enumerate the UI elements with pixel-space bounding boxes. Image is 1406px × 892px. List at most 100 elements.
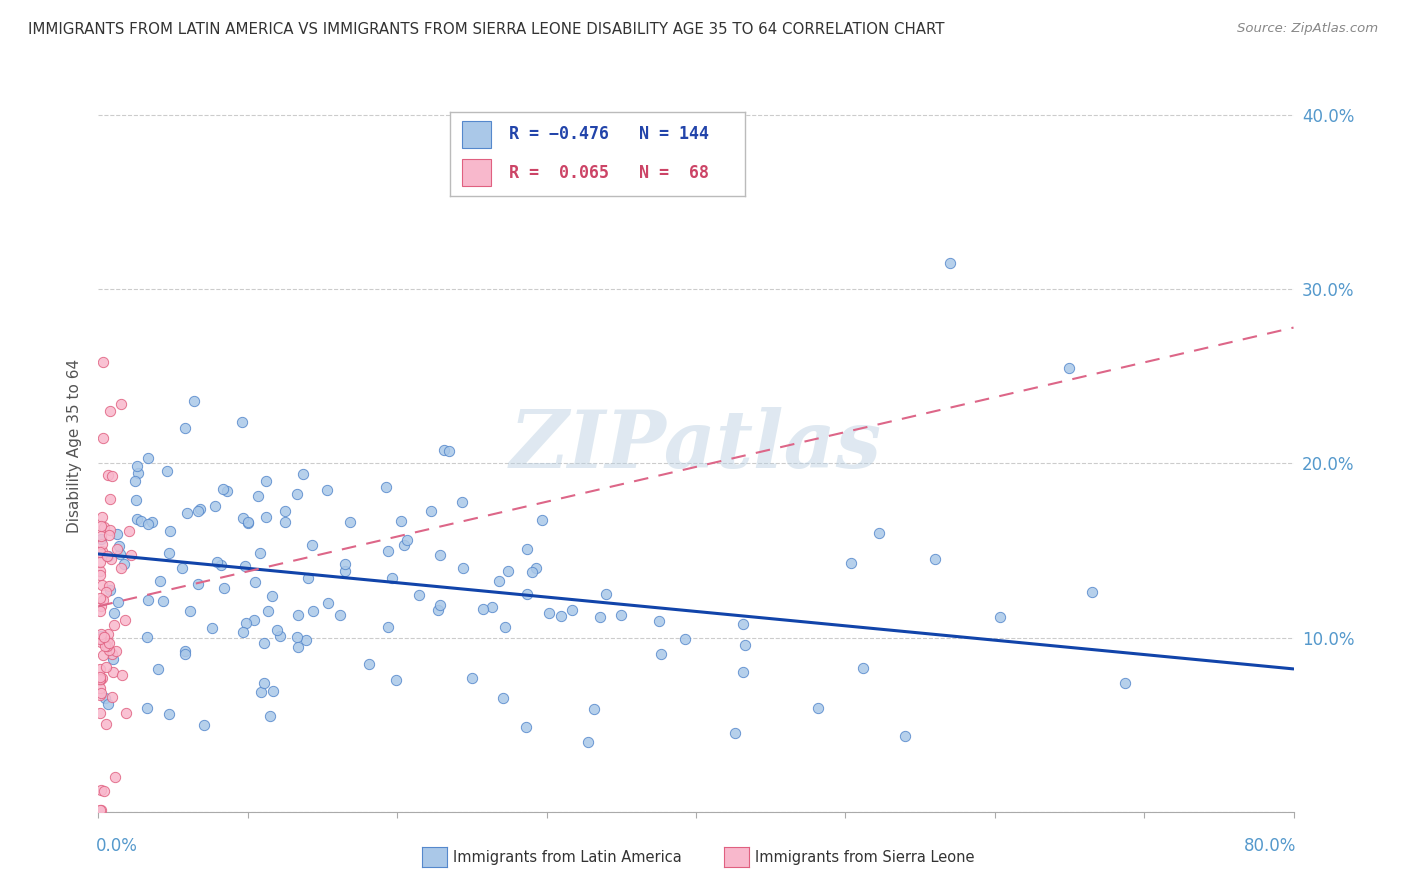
Point [254, 474, 277, 488]
Point [357, 657, 380, 671]
Point [96, 634, 118, 648]
Point [193, 718, 215, 732]
Point [90, 783, 112, 797]
Point [285, 486, 308, 500]
Text: R = −0.476   N = 144: R = −0.476 N = 144 [509, 126, 709, 144]
Point [1059, 360, 1081, 375]
Point [89, 568, 111, 582]
Point [868, 526, 890, 541]
Point [118, 524, 141, 538]
Point [451, 560, 474, 574]
Point [136, 517, 159, 532]
Point [115, 706, 138, 721]
Point [187, 576, 209, 591]
Point [187, 504, 209, 518]
Point [110, 397, 132, 411]
Point [217, 483, 239, 498]
Point [333, 557, 356, 571]
Point [520, 565, 543, 579]
Point [107, 595, 129, 609]
Point [103, 665, 125, 679]
Point [89, 604, 111, 618]
Point [274, 503, 297, 517]
Point [89, 565, 111, 579]
Point [733, 617, 755, 632]
Point [136, 701, 159, 715]
Point [384, 673, 406, 687]
Point [90, 599, 112, 613]
Text: Immigrants from Sierra Leone: Immigrants from Sierra Leone [755, 850, 974, 864]
Point [97, 579, 120, 593]
Point [110, 560, 132, 574]
Point [257, 604, 280, 618]
Point [329, 607, 352, 622]
Point [111, 667, 134, 681]
Point [89, 681, 111, 695]
Point [724, 725, 747, 739]
Point [610, 607, 633, 622]
Point [89, 673, 111, 687]
Point [262, 684, 284, 698]
Point [295, 633, 318, 648]
Point [91, 355, 114, 369]
Point [89, 632, 111, 646]
Point [124, 475, 146, 489]
Point [650, 647, 672, 661]
Text: R =  0.065   N =  68: R = 0.065 N = 68 [509, 163, 709, 181]
Point [89, 670, 111, 684]
Point [433, 443, 456, 458]
Point [107, 539, 129, 553]
Point [427, 603, 450, 617]
Point [648, 615, 671, 629]
Point [105, 526, 128, 541]
Point [125, 493, 148, 508]
Point [200, 621, 222, 635]
Point [249, 684, 271, 698]
Point [98, 527, 121, 541]
Point [114, 557, 136, 571]
FancyBboxPatch shape [461, 159, 491, 186]
Point [127, 466, 149, 480]
Point [98, 403, 121, 417]
Point [253, 676, 276, 690]
Point [125, 512, 148, 526]
Point [492, 691, 515, 706]
Point [498, 564, 520, 578]
Point [138, 593, 160, 607]
Point [232, 511, 254, 525]
Point [100, 468, 122, 483]
Point [114, 613, 136, 627]
FancyBboxPatch shape [461, 120, 491, 148]
Point [98, 582, 121, 597]
Point [129, 514, 152, 528]
Point [302, 604, 325, 618]
Point [172, 561, 194, 575]
Point [90, 532, 112, 546]
Point [236, 516, 259, 530]
Point [183, 394, 205, 409]
Point [120, 549, 142, 563]
Point [96, 549, 118, 564]
Point [266, 623, 288, 637]
Point [238, 515, 260, 529]
Point [807, 700, 830, 714]
Point [852, 661, 875, 675]
Point [179, 604, 201, 618]
Point [89, 545, 111, 559]
Point [174, 421, 197, 435]
Point [339, 515, 361, 529]
Point [297, 571, 319, 585]
Point [91, 431, 114, 445]
Point [174, 644, 197, 658]
Point [90, 537, 112, 551]
Point [125, 458, 148, 473]
Point [377, 620, 399, 634]
Point [524, 560, 547, 574]
Point [318, 596, 340, 610]
Point [392, 538, 415, 552]
Point [97, 697, 120, 711]
Point [1081, 584, 1104, 599]
Point [893, 729, 915, 743]
Point [242, 613, 264, 627]
Y-axis label: Disability Age 35 to 64: Disability Age 35 to 64 [67, 359, 83, 533]
